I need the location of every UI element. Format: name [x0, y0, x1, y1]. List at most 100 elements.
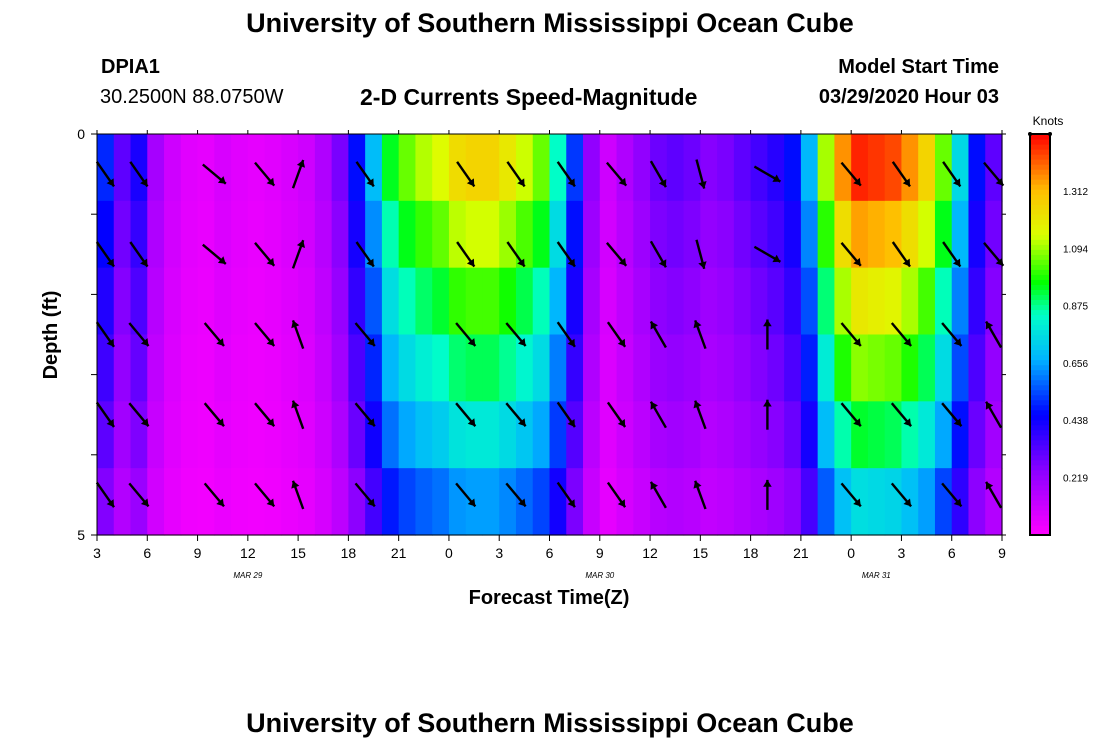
colorbar-segment: [1030, 444, 1050, 451]
heatmap-cell: [750, 200, 768, 269]
heatmap-cell: [482, 134, 500, 202]
colorbar: 0.219 0.438 0.656 0.875 1.094 1.312: [1028, 132, 1088, 536]
colorbar-segment: [1030, 369, 1050, 376]
heatmap-cell: [415, 401, 433, 469]
current-arrow-head: [658, 259, 667, 268]
current-arrow-head: [140, 418, 149, 427]
heatmap-cell: [130, 267, 148, 336]
heatmap-cell: [482, 401, 500, 469]
heatmap-cell: [733, 134, 752, 202]
heatmap-cell: [817, 401, 836, 469]
heatmap-cell: [700, 468, 718, 536]
heatmap-cell: [482, 200, 500, 269]
heatmap-cell: [197, 334, 215, 402]
colorbar-segment: [1030, 204, 1050, 210]
x-tick-label: 12: [240, 545, 256, 561]
heatmap-cell: [934, 267, 953, 336]
heatmap-cell: [432, 267, 450, 336]
colorbar-segment: [1030, 519, 1050, 526]
heatmap-cell: [549, 334, 567, 402]
x-tick-label: 15: [693, 545, 709, 561]
heatmap-cell: [834, 200, 852, 269]
heatmap-cell: [968, 267, 986, 336]
current-arrow-head: [763, 399, 772, 407]
station-coordinates: 30.2500N 88.0750W: [100, 86, 284, 108]
heatmap-cell: [599, 134, 618, 202]
heatmap-cell: [884, 468, 903, 536]
heatmap-cell: [784, 468, 802, 536]
y-tick-label: 5: [77, 527, 85, 543]
heatmap-cell: [97, 267, 115, 336]
current-arrow-head: [266, 257, 275, 266]
colorbar-segment: [1030, 244, 1050, 250]
colorbar-segment: [1030, 134, 1050, 140]
heatmap-cell: [616, 468, 634, 536]
heatmap-cell: [348, 134, 366, 202]
heatmap-cell: [231, 334, 249, 402]
heatmap-cells: [97, 134, 1003, 536]
heatmap-cell: [398, 200, 417, 269]
heatmap-cell: [817, 334, 836, 402]
heatmap-cell: [448, 468, 467, 536]
chart-subtitle: 2-D Currents Speed-Magnitude: [360, 84, 698, 110]
heatmap-cell: [599, 401, 618, 469]
heatmap-cell: [968, 468, 986, 536]
current-arrow-head: [650, 401, 658, 410]
heatmap-cell: [851, 134, 869, 202]
heatmap-cell: [130, 200, 148, 269]
heatmap-cell: [884, 134, 903, 202]
heatmap-cell: [298, 134, 316, 202]
heatmap-cell: [800, 468, 819, 536]
colorbar-segment: [1030, 324, 1050, 331]
colorbar-segment: [1030, 169, 1050, 175]
heatmap-cell: [231, 401, 249, 469]
heatmap-cell: [851, 401, 869, 469]
heatmap-cell: [884, 401, 903, 469]
colorbar-segment: [1030, 274, 1050, 280]
heatmap-cell: [214, 134, 232, 202]
colorbar-segment: [1030, 434, 1050, 441]
current-arrow-head: [518, 498, 526, 507]
heatmap-cell: [164, 200, 182, 269]
heatmap-cell: [599, 334, 618, 402]
colorbar-segment: [1030, 364, 1050, 371]
heatmap-cell: [180, 401, 199, 469]
current-arrow-head: [995, 257, 1004, 266]
current-arrow-head: [266, 498, 275, 507]
current-arrow-head: [853, 338, 861, 346]
current-arrow-head: [266, 338, 275, 346]
heatmap-cell: [633, 267, 651, 336]
heatmap-cell: [180, 334, 199, 402]
current-arrow-head: [853, 418, 861, 427]
heatmap-cell: [499, 468, 517, 536]
heatmap-cell: [767, 401, 785, 469]
colorbar-segment: [1030, 489, 1050, 496]
heatmap-cell: [733, 267, 752, 336]
current-arrow-head: [466, 258, 475, 267]
heatmap-cell: [934, 334, 953, 402]
heatmap-cell: [867, 334, 886, 402]
heatmap-cell: [381, 267, 400, 336]
y-axis-ticks: 05: [77, 126, 1006, 543]
colorbar-segment: [1030, 424, 1050, 431]
current-arrow-head: [985, 481, 994, 490]
current-arrow-head: [618, 177, 627, 186]
heatmap-cell: [214, 267, 232, 336]
heatmap-cell: [951, 200, 970, 269]
heatmap-cell: [666, 267, 685, 336]
colorbar-segment: [1030, 529, 1050, 536]
heatmap-cell: [934, 468, 953, 536]
colorbar-segment: [1030, 349, 1050, 356]
heatmap-cell: [784, 267, 802, 336]
colorbar-segment: [1030, 214, 1050, 220]
heatmap-cell: [130, 468, 148, 536]
heatmap-cell: [365, 267, 383, 336]
heatmap-cell: [599, 200, 618, 269]
colorbar-segment: [1030, 319, 1050, 326]
heatmap-cell: [231, 200, 249, 269]
colorbar-segment: [1030, 354, 1050, 361]
heatmap-cell: [968, 134, 986, 202]
colorbar-segment: [1030, 314, 1050, 321]
heatmap-cell: [381, 200, 400, 269]
heatmap-cell: [365, 334, 383, 402]
